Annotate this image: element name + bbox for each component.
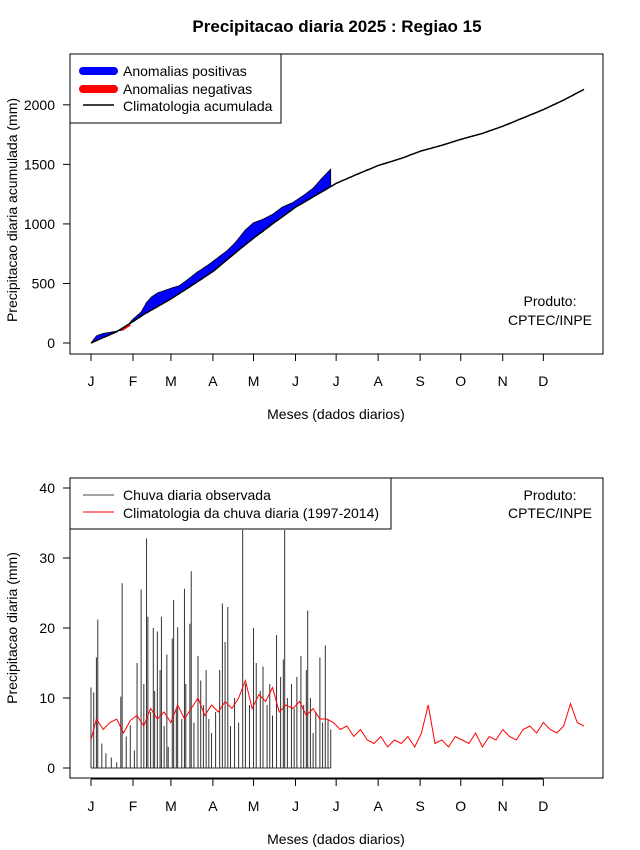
x-tick-label: M <box>165 798 177 814</box>
x-tick-label: N <box>498 798 508 814</box>
x-tick-label: F <box>129 373 138 389</box>
climatology-accumulated-line <box>90 88 585 344</box>
climatology-daily-line <box>90 678 585 749</box>
x-axis-label: Meses (dados diarios) <box>267 406 405 422</box>
y-axis: 0 500 1000 1500 2000 <box>24 97 71 351</box>
series-layer <box>90 88 585 344</box>
y-tick-label: 1500 <box>24 156 55 172</box>
x-tick-label: J <box>88 373 95 389</box>
chart-title: Precipitacao diaria 2025 : Regiao 15 <box>192 17 481 36</box>
x-tick-label: S <box>415 373 424 389</box>
negative-anomaly-area <box>121 323 131 331</box>
legend-box <box>69 477 392 530</box>
credit-line-1: Produto: <box>524 293 577 309</box>
legend: Chuva diaria observada Climatologia da c… <box>69 477 392 530</box>
x-tick-label: J <box>292 373 299 389</box>
legend-label-positive: Anomalias positivas <box>123 63 247 79</box>
legend-label-negative: Anomalias negativas <box>123 81 252 97</box>
x-tick-label: O <box>455 798 466 814</box>
x-tick-label: A <box>208 373 218 389</box>
y-axis: 0 10 20 30 40 <box>39 480 71 776</box>
legend: Anomalias positivas Anomalias negativas … <box>69 53 282 124</box>
y-tick-label: 500 <box>32 275 56 291</box>
y-tick-label: 2000 <box>24 97 55 113</box>
x-tick-label: O <box>455 373 466 389</box>
x-tick-label: N <box>498 373 508 389</box>
x-tick-label: J <box>292 798 299 814</box>
x-tick-label: F <box>129 798 138 814</box>
positive-anomaly-area <box>90 168 332 344</box>
y-axis-label: Precipitacao diaria (mm) <box>4 552 20 704</box>
legend-label-climatology: Climatologia da chuva diaria (1997-2014) <box>123 505 379 521</box>
x-tick-label: M <box>248 798 260 814</box>
x-tick-label: J <box>88 798 95 814</box>
x-tick-label: A <box>373 798 383 814</box>
x-tick-label: D <box>538 373 548 389</box>
series-layer <box>90 530 585 769</box>
x-tick-label: A <box>373 373 383 389</box>
x-tick-label: S <box>415 798 424 814</box>
accumulated-precipitation-chart: 0 500 1000 1500 2000 J F M A M J J A S O N D Meses (dad… <box>4 53 604 422</box>
y-tick-label: 1000 <box>24 216 55 232</box>
y-tick-label: 30 <box>39 550 55 566</box>
x-tick-label: D <box>538 798 548 814</box>
y-tick-label: 10 <box>39 690 55 706</box>
x-tick-label: J <box>333 798 340 814</box>
y-axis-label: Precipitacao diaria acumulada (mm) <box>4 98 20 322</box>
x-tick-label: A <box>208 798 218 814</box>
y-tick-label: 0 <box>47 335 55 351</box>
credit-line-2: CPTEC/INPE <box>508 312 592 328</box>
x-tick-label: M <box>248 373 260 389</box>
credit-line-1: Produto: <box>524 487 577 503</box>
x-axis-label: Meses (dados diarios) <box>267 831 405 847</box>
y-tick-label: 40 <box>39 480 55 496</box>
legend-label-climatology: Climatologia acumulada <box>123 98 273 114</box>
credit-line-2: CPTEC/INPE <box>508 505 592 521</box>
y-tick-label: 0 <box>47 760 55 776</box>
x-tick-label: M <box>165 373 177 389</box>
daily-precipitation-chart: 0 10 20 30 40 J F M A M J J A S O N D Meses (dados diar… <box>4 477 604 847</box>
legend-label-observed: Chuva diaria observada <box>123 487 271 503</box>
y-tick-label: 20 <box>39 620 55 636</box>
x-tick-label: J <box>333 373 340 389</box>
